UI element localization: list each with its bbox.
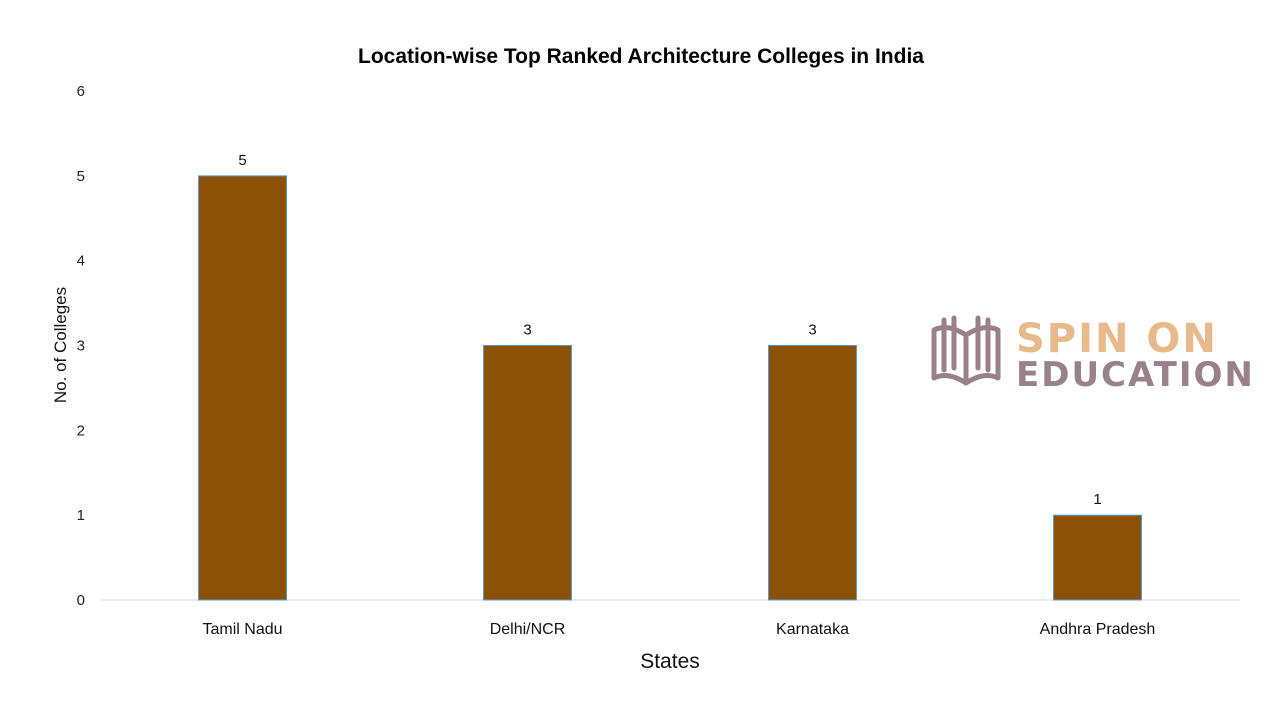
data-label: 3 xyxy=(808,322,816,339)
bar xyxy=(768,345,857,601)
y-tick-label: 0 xyxy=(77,592,85,609)
data-label: 1 xyxy=(1093,491,1101,508)
y-tick-label: 6 xyxy=(77,83,85,100)
bar xyxy=(483,345,572,601)
data-label: 5 xyxy=(238,152,246,169)
y-tick-label: 5 xyxy=(77,168,85,185)
x-axis-title: States xyxy=(640,650,700,673)
y-axis-title: No. of Colleges xyxy=(51,287,70,403)
watermark-line1: SPIN ON xyxy=(1016,316,1218,362)
data-labels: 5 3 3 1 xyxy=(238,152,1101,508)
open-book-icon xyxy=(931,315,1001,386)
watermark-logo: SPIN ON EDUCATION xyxy=(931,315,1255,395)
watermark-line2: EDUCATION xyxy=(1016,355,1255,395)
bars xyxy=(198,175,1142,601)
bar xyxy=(1053,514,1142,601)
x-tick-label: Andhra Pradesh xyxy=(1040,621,1156,638)
chart-title: Location-wise Top Ranked Architecture Co… xyxy=(358,45,924,68)
y-tick-label: 2 xyxy=(77,422,85,439)
x-tick-label: Karnataka xyxy=(776,621,849,638)
category-labels: Tamil Nadu Delhi/NCR Karnataka Andhra Prade… xyxy=(202,621,1155,638)
data-label: 3 xyxy=(523,322,531,339)
x-tick-label: Tamil Nadu xyxy=(202,621,282,638)
x-tick-label: Delhi/NCR xyxy=(490,621,566,638)
y-tick-label: 3 xyxy=(77,338,85,355)
y-axis-ticks: 0 1 2 3 4 5 6 xyxy=(77,83,85,609)
bar xyxy=(198,175,287,601)
y-tick-label: 1 xyxy=(77,507,85,524)
y-tick-label: 4 xyxy=(77,253,85,270)
